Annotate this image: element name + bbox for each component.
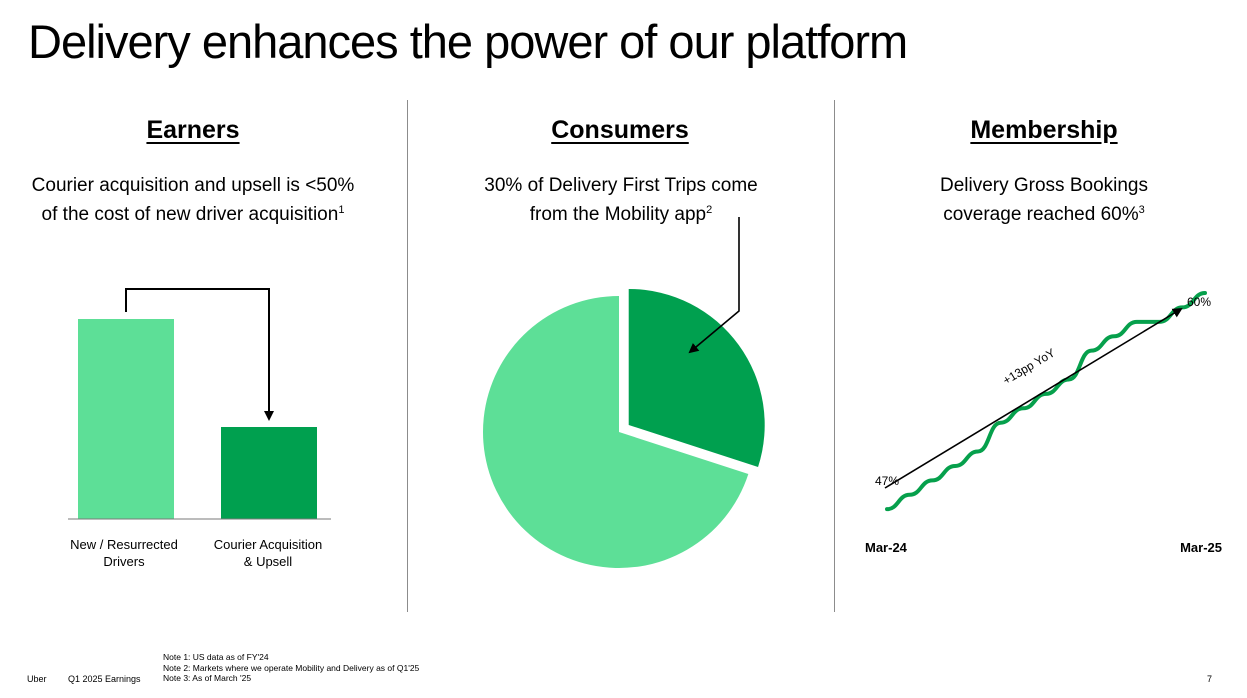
earners-heading: Earners — [146, 116, 240, 144]
trend-label: +13pp YoY — [1000, 346, 1057, 388]
earners-description: Courier acquisition and upsell is <50% o… — [10, 174, 376, 227]
pie-slice-other — [483, 296, 749, 568]
earners-text-line-2: of the cost of new driver acquisition1 — [10, 198, 376, 227]
column-divider-right — [834, 100, 835, 612]
pie-chart — [483, 217, 765, 568]
consumers-text-line-2-main: from the Mobility app — [529, 204, 707, 225]
line-start-label: 47% — [875, 474, 899, 488]
page-title: Delivery enhances the power of our platf… — [28, 15, 908, 68]
membership-text-line-2-main: coverage reached 60% — [943, 204, 1139, 225]
consumers-text-line-2: from the Mobility app2 — [438, 198, 804, 227]
footer-notes: Note 1: US data as of FY'24 Note 2: Mark… — [163, 652, 419, 684]
bar-new-resurrected-drivers — [78, 319, 174, 519]
bar-label-0-line-2: Drivers — [103, 554, 145, 569]
earners-footnote-ref: 1 — [338, 204, 345, 216]
membership-heading: Membership — [970, 116, 1118, 144]
footnote-1: Note 1: US data as of FY'24 — [163, 652, 269, 662]
membership-text-line-1: Delivery Gross Bookings — [939, 175, 1149, 196]
line-series-coverage — [885, 291, 1207, 512]
footnote-2: Note 2: Markets where we operate Mobilit… — [163, 662, 420, 673]
consumers-text-line-1: 30% of Delivery First Trips come — [484, 175, 758, 196]
page-number: 7 — [1207, 674, 1213, 684]
consumers-heading: Consumers — [551, 116, 689, 144]
footer-company: Uber — [27, 674, 47, 684]
membership-footnote-ref: 3 — [1138, 204, 1145, 216]
bar-courier-acquisition-upsell — [221, 427, 317, 519]
bar-chart: New / Resurrected Drivers Courier Acquis… — [68, 288, 331, 569]
pie-callout-arrow — [688, 217, 740, 354]
x-axis-label-end: Mar-25 — [1180, 540, 1222, 555]
footnote-3: Note 3: As of March '25 — [163, 673, 252, 683]
consumers-footnote-ref: 2 — [706, 204, 713, 216]
trend-arrow — [884, 307, 1183, 489]
consumers-description: 30% of Delivery First Trips come from th… — [438, 174, 804, 227]
bar-label-1-line-1: Courier Acquisition — [214, 537, 322, 552]
membership-description: Delivery Gross Bookings coverage reached… — [861, 174, 1227, 227]
membership-text-line-2: coverage reached 60%3 — [861, 198, 1227, 227]
bar-label-1-line-2: & Upsell — [244, 554, 293, 569]
footer-report: Q1 2025 Earnings — [68, 674, 141, 684]
line-end-label: 60% — [1187, 295, 1211, 309]
earners-text-line-2-main: of the cost of new driver acquisition — [41, 204, 339, 225]
pie-slice-mobility-app — [628, 288, 765, 467]
column-divider-left — [407, 100, 408, 612]
earners-text-line-1: Courier acquisition and upsell is <50% — [31, 175, 355, 196]
line-chart: +13pp YoY 47% 60% Mar-24 Mar-25 — [865, 291, 1222, 555]
bar-label-0-line-1: New / Resurrected — [70, 537, 178, 552]
bar-comparison-arrow — [125, 288, 274, 421]
x-axis-label-start: Mar-24 — [865, 540, 908, 555]
